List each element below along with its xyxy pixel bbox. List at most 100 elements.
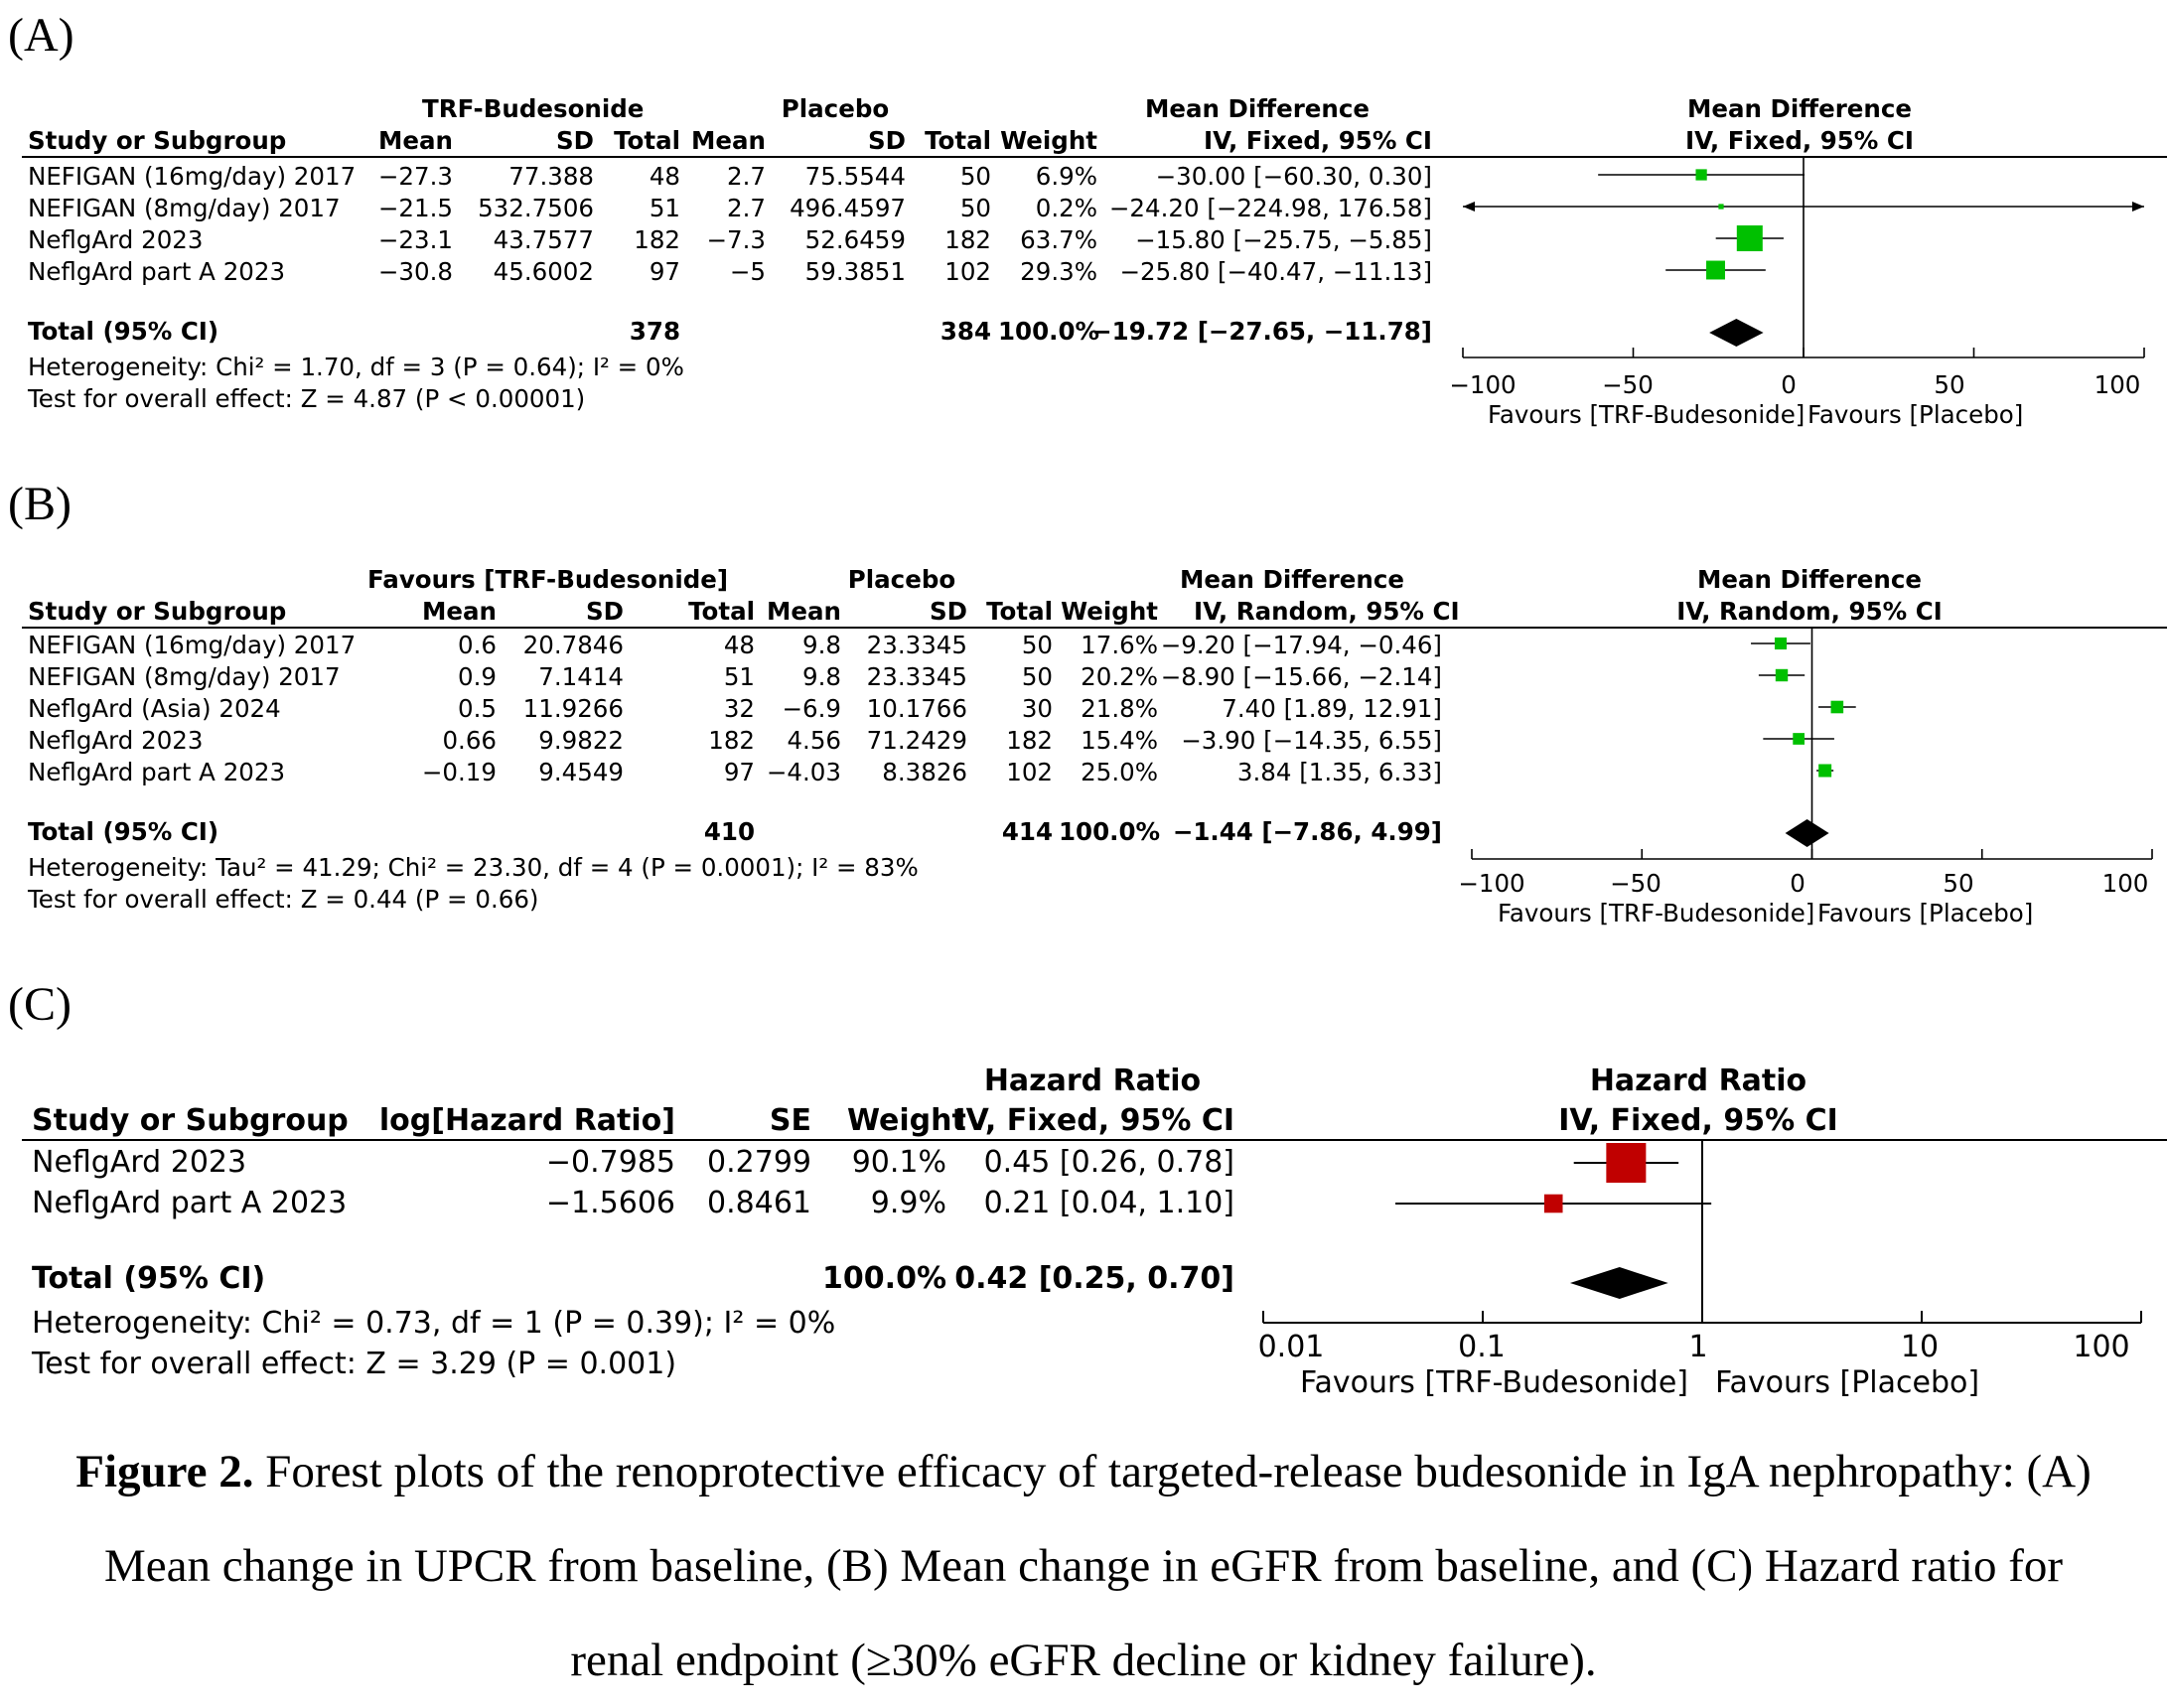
weight: 100.0% xyxy=(998,317,1100,346)
panel-a-point-box-3 xyxy=(1706,260,1725,280)
mean2: −6.9 xyxy=(782,694,842,723)
ci: 3.84 [1.35, 6.33] xyxy=(1236,758,1442,786)
panel-a-col-mean2: Mean xyxy=(691,126,766,155)
total2: 414 xyxy=(1001,817,1053,846)
total2: 182 xyxy=(944,225,991,254)
panel-b-tick-label-2: 0 xyxy=(1790,869,1806,898)
panel-b-col-total1: Total xyxy=(688,597,755,626)
mean1: −30.8 xyxy=(377,257,453,286)
sd1: 7.1414 xyxy=(538,662,624,691)
panel-b-tick-label-3: 50 xyxy=(1943,869,1974,898)
weight: 0.2% xyxy=(1035,194,1097,222)
study-name: NEFIGAN (8mg/day) 2017 xyxy=(28,662,341,691)
mean1: −21.5 xyxy=(377,194,453,222)
total-label: Total (95% CI) xyxy=(28,317,219,346)
panel-b-point-box-0 xyxy=(1774,637,1788,650)
sd1: 11.9266 xyxy=(522,694,624,723)
panel-a-col-mean1: Mean xyxy=(378,126,453,155)
mean1: −0.19 xyxy=(421,758,497,786)
mean2: 2.7 xyxy=(727,194,766,222)
weight: 90.1% xyxy=(851,1145,946,1180)
weight: 63.7% xyxy=(1020,225,1097,254)
panel-b-col-sd2: SD xyxy=(930,597,967,626)
panel-c-tick-label-3: 10 xyxy=(1900,1330,1940,1364)
ci: 0.42 [0.25, 0.70] xyxy=(954,1261,1234,1296)
total2: 50 xyxy=(1021,631,1053,659)
ci: −15.80 [−25.75, −5.85] xyxy=(1135,225,1432,254)
study-name: NeflgArd part A 2023 xyxy=(28,257,286,286)
total1: 97 xyxy=(649,257,680,286)
loghr: −1.5606 xyxy=(545,1186,675,1220)
panel-c-effect-label: Hazard Ratio xyxy=(983,1064,1202,1098)
panel-b-col-mean2: Mean xyxy=(767,597,841,626)
panel-a-group2-label: Placebo xyxy=(781,94,890,123)
panel-b-group2-label: Placebo xyxy=(847,565,956,594)
panel-a-col-weight: Weight xyxy=(1000,126,1097,155)
panel-a-label: (A) xyxy=(8,9,74,62)
ci: −19.72 [−27.65, −11.78] xyxy=(1091,317,1432,346)
mean2: −7.3 xyxy=(706,225,767,254)
total1: 182 xyxy=(708,726,755,755)
panel-b-group1-label: Favours [TRF-Budesonide] xyxy=(367,565,729,594)
panel-a-point-box-1 xyxy=(1718,204,1724,210)
panel-a-point-box-2 xyxy=(1736,225,1763,251)
mean2: −4.03 xyxy=(766,758,841,786)
panel-b-point-box-4 xyxy=(1818,764,1832,778)
panel-c-heterogeneity: Heterogeneity: Chi² = 0.73, df = 1 (P = … xyxy=(32,1306,836,1341)
mean2: 9.8 xyxy=(802,631,841,659)
mean1: 0.5 xyxy=(458,694,497,723)
weight: 25.0% xyxy=(1081,758,1158,786)
ci: −8.90 [−15.66, −2.14] xyxy=(1160,662,1442,691)
sd2: 23.3345 xyxy=(866,631,967,659)
panel-a-plot-effect-label: Mean Difference xyxy=(1687,94,1912,123)
total1: 410 xyxy=(703,817,755,846)
sd1: 532.7506 xyxy=(478,194,594,222)
panel-a-tick-label-0: −100 xyxy=(1449,370,1517,399)
sd2: 71.2429 xyxy=(866,726,967,755)
se: 0.8461 xyxy=(707,1186,811,1220)
study-name: NEFIGAN (8mg/day) 2017 xyxy=(28,194,341,222)
panel-c-col-loghr: log[Hazard Ratio] xyxy=(378,1103,675,1138)
panel-b-plot-effect-label: Mean Difference xyxy=(1697,565,1922,594)
panel-b-pooled-diamond xyxy=(1785,819,1829,847)
total-label: Total (95% CI) xyxy=(28,817,219,846)
sd1: 45.6002 xyxy=(493,257,594,286)
panel-c-tick-label-0: 0.01 xyxy=(1257,1330,1325,1364)
total2: 50 xyxy=(959,194,991,222)
panel-c-col-study: Study or Subgroup xyxy=(32,1103,349,1138)
sd2: 75.5544 xyxy=(804,162,906,191)
panel-a-tick-label-4: 100 xyxy=(2094,370,2141,399)
mean2: 4.56 xyxy=(787,726,841,755)
caption-lead: Figure 2. xyxy=(75,1446,254,1497)
weight: 29.3% xyxy=(1020,257,1097,286)
panel-b-tick-label-4: 100 xyxy=(2101,869,2149,898)
panel-a-ci-arrow-left-1 xyxy=(1463,202,1475,212)
panel-b-plot-method: IV, Random, 95% CI xyxy=(1676,597,1943,626)
panel-b-col-method: IV, Random, 95% CI xyxy=(1194,597,1460,626)
figure-caption: Figure 2. Forest plots of the renoprotec… xyxy=(60,1425,2107,1708)
study-name: NeflgArd 2023 xyxy=(32,1145,247,1180)
panel-b-col-weight: Weight xyxy=(1061,597,1158,626)
panel-a-overall-effect: Test for overall effect: Z = 4.87 (P < 0… xyxy=(28,384,586,413)
total-label: Total (95% CI) xyxy=(32,1261,266,1296)
panel-c-col-method: IV, Fixed, 95% CI xyxy=(954,1103,1234,1138)
study-name: NeflgArd part A 2023 xyxy=(32,1186,348,1220)
total2: 30 xyxy=(1021,694,1053,723)
mean1: 0.9 xyxy=(458,662,497,691)
panel-a-ci-arrow-right-1 xyxy=(2132,202,2144,212)
panel-b-label: (B) xyxy=(8,478,72,530)
ci: −25.80 [−40.47, −11.13] xyxy=(1119,257,1432,286)
study-name: NEFIGAN (16mg/day) 2017 xyxy=(28,162,357,191)
panel-b-point-box-3 xyxy=(1793,733,1805,745)
weight: 20.2% xyxy=(1081,662,1158,691)
total1: 51 xyxy=(723,662,755,691)
panel-b-favours-left: Favours [TRF-Budesonide] xyxy=(1498,899,1815,927)
panel-b-header-rule xyxy=(22,627,2167,629)
total1: 48 xyxy=(723,631,755,659)
panel-c-tick-label-4: 100 xyxy=(2073,1330,2130,1364)
ci: 0.21 [0.04, 1.10] xyxy=(983,1186,1234,1220)
panel-b-col-sd1: SD xyxy=(586,597,624,626)
total2: 50 xyxy=(1021,662,1053,691)
mean2: −5 xyxy=(729,257,766,286)
panel-b-point-box-1 xyxy=(1775,668,1789,682)
